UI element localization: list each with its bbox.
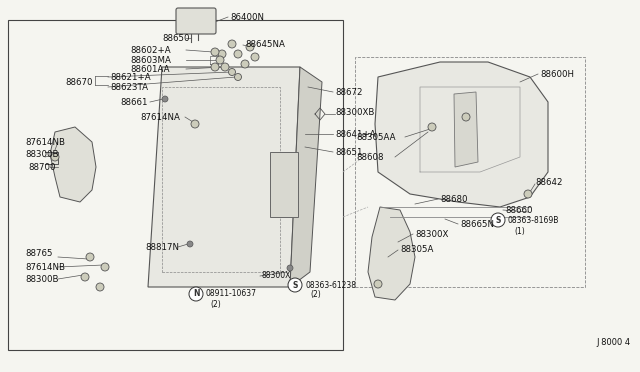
Text: 08911-10637: 08911-10637: [205, 289, 256, 298]
Circle shape: [228, 40, 236, 48]
Circle shape: [288, 278, 302, 292]
Circle shape: [374, 280, 382, 288]
Text: 88300XB: 88300XB: [335, 108, 374, 116]
Text: 88650: 88650: [162, 33, 189, 42]
Text: (2): (2): [310, 289, 321, 298]
Bar: [8, 20, 343, 350]
Circle shape: [524, 190, 532, 198]
Circle shape: [251, 53, 259, 61]
Text: 88672: 88672: [335, 87, 362, 96]
Circle shape: [234, 74, 241, 80]
Text: 88660: 88660: [505, 205, 532, 215]
Text: 88305A: 88305A: [400, 246, 433, 254]
Circle shape: [228, 68, 236, 76]
Text: 88817N: 88817N: [145, 243, 179, 251]
Text: 88300X: 88300X: [262, 272, 291, 280]
Text: (1): (1): [514, 227, 525, 235]
Polygon shape: [454, 92, 478, 167]
Text: 88661: 88661: [120, 97, 147, 106]
Circle shape: [211, 63, 219, 71]
Text: 88645NA: 88645NA: [245, 39, 285, 48]
Text: 88608: 88608: [356, 153, 383, 161]
Circle shape: [218, 50, 226, 58]
Text: 08363-61238: 08363-61238: [305, 280, 356, 289]
Circle shape: [287, 265, 293, 271]
Polygon shape: [290, 67, 322, 287]
Text: 86400N: 86400N: [230, 13, 264, 22]
Circle shape: [462, 113, 470, 121]
Bar: [162, 87, 280, 272]
Text: 88602+A: 88602+A: [130, 45, 171, 55]
FancyBboxPatch shape: [176, 8, 216, 34]
Text: (2): (2): [210, 299, 221, 308]
Circle shape: [187, 241, 193, 247]
Text: 88670: 88670: [65, 77, 93, 87]
Circle shape: [191, 120, 199, 128]
Text: 88765: 88765: [25, 250, 52, 259]
Text: 88651: 88651: [335, 148, 362, 157]
Text: 88700: 88700: [28, 163, 56, 171]
Text: N: N: [193, 289, 199, 298]
Polygon shape: [368, 207, 415, 300]
Polygon shape: [375, 62, 548, 207]
Text: 88603MA: 88603MA: [130, 55, 171, 64]
Text: S: S: [495, 215, 500, 224]
Text: 88623TA: 88623TA: [110, 83, 148, 92]
Text: 88601AA: 88601AA: [130, 64, 170, 74]
Text: 88680: 88680: [440, 195, 467, 203]
Text: 08363-8169B: 08363-8169B: [508, 215, 559, 224]
Polygon shape: [148, 67, 300, 287]
Circle shape: [189, 287, 203, 301]
Text: 88621+A: 88621+A: [110, 73, 150, 81]
Circle shape: [428, 123, 436, 131]
Circle shape: [491, 213, 505, 227]
Circle shape: [241, 60, 249, 68]
Circle shape: [81, 273, 89, 281]
Circle shape: [211, 48, 219, 56]
Text: 88300B: 88300B: [25, 275, 58, 283]
Text: 88665N: 88665N: [460, 219, 494, 228]
Bar: [355, 57, 585, 287]
Text: S: S: [292, 280, 298, 289]
Text: 87614NB: 87614NB: [25, 138, 65, 147]
Circle shape: [162, 96, 168, 102]
Text: 88305AA: 88305AA: [356, 132, 396, 141]
Text: 87614NB: 87614NB: [25, 263, 65, 272]
Circle shape: [86, 253, 94, 261]
Text: 88641+A: 88641+A: [335, 129, 376, 138]
Text: 88642: 88642: [535, 177, 563, 186]
Text: 88600H: 88600H: [540, 70, 574, 78]
Polygon shape: [50, 127, 96, 202]
Circle shape: [221, 63, 229, 71]
Circle shape: [101, 263, 109, 271]
Text: 88300B: 88300B: [25, 150, 58, 158]
Text: 88300X: 88300X: [415, 230, 449, 238]
Circle shape: [51, 153, 59, 161]
Circle shape: [246, 43, 254, 51]
Text: J 8000 4: J 8000 4: [596, 338, 630, 347]
Circle shape: [234, 50, 242, 58]
Text: 87614NA: 87614NA: [140, 112, 180, 122]
Bar: [270, 152, 298, 217]
Circle shape: [96, 283, 104, 291]
Circle shape: [216, 56, 224, 64]
